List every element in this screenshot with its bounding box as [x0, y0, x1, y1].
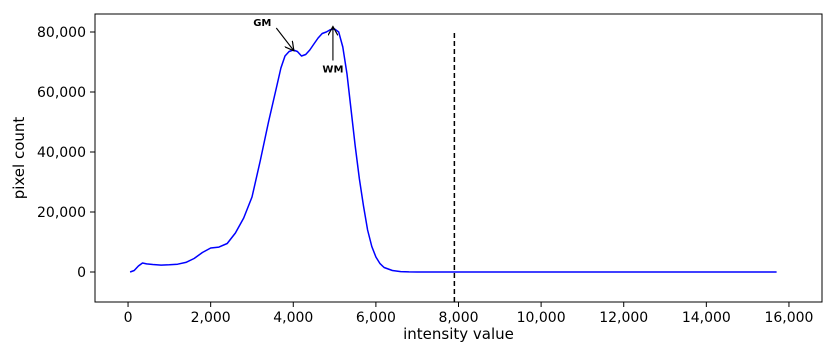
x-tick-label: 8,000: [438, 310, 478, 326]
annotation-gm-label: GM: [253, 18, 271, 29]
x-axis: 0 2,000 4,000 6,000 8,000 10,000 12,000 14,000 1…: [124, 302, 813, 326]
annotations: GM WM: [253, 18, 343, 76]
annotation-gm-arrow: [275, 27, 293, 50]
plot-area: [129, 28, 777, 302]
y-tick-label: 40,000: [37, 145, 86, 161]
y-tick-label: 20,000: [37, 205, 86, 221]
y-axis-title: pixel count: [10, 117, 28, 200]
annotation-wm-label: WM: [322, 65, 343, 76]
x-tick-label: 6,000: [356, 310, 396, 326]
y-tick-label: 60,000: [37, 85, 86, 101]
y-tick-label: 0: [77, 265, 86, 281]
plot-frame: [94, 13, 823, 303]
x-tick-label: 0: [124, 310, 133, 326]
series-line-0: [129, 28, 777, 273]
x-axis-title: intensity value: [403, 325, 514, 342]
y-tick-label: 80,000: [37, 25, 86, 41]
y-axis: 0 20,000 40,000 60,000 80,000: [37, 25, 95, 281]
x-tick-label: 2,000: [191, 310, 231, 326]
x-tick-label: 12,000: [599, 310, 648, 326]
x-tick-label: 16,000: [764, 310, 813, 326]
x-tick-label: 10,000: [517, 310, 566, 326]
x-tick-label: 4,000: [273, 310, 313, 326]
x-tick-label: 14,000: [682, 310, 731, 326]
